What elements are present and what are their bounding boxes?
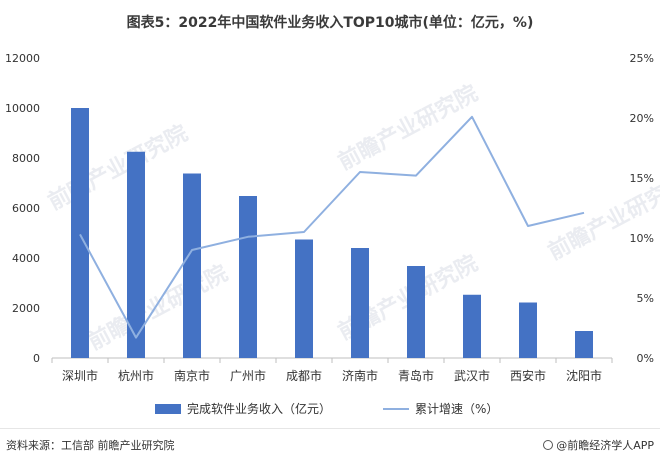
category-label: 济南市 [342,368,378,383]
legend-line-label: 累计增速（%） [415,402,498,416]
chart-canvas: 0 2000 4000 6000 8000 10000 12000 0% 5% 10% 15% 20%… [0,0,660,428]
category-label: 武汉市 [454,368,490,383]
category-label: 杭州市 [118,368,154,383]
right-axis-tick-label: 20% [630,112,654,125]
category-label: 成都市 [286,368,322,383]
category-label: 广州市 [230,368,266,383]
growth-line [80,117,584,338]
bar [351,248,369,358]
category-label: 西安市 [510,368,546,383]
left-axis-tick-label: 2000 [12,302,40,315]
bar [575,331,593,358]
bar [239,196,257,358]
bar [463,295,481,358]
left-axis-tick-label: 4000 [12,252,40,265]
category-label: 沈阳市 [566,368,602,383]
category-label: 南京市 [174,368,210,383]
category-label: 深圳市 [62,368,98,383]
category-label: 青岛市 [398,368,434,383]
source-note: 资料来源：工信部 前瞻产业研究院 [6,437,175,453]
legend-bar-swatch [155,404,181,414]
bar [183,174,201,359]
right-axis-tick-label: 10% [630,232,654,245]
bar [519,303,537,359]
legend-bar-label: 完成软件业务收入（亿元） [187,401,331,416]
bar [71,108,89,358]
brand-label: @前瞻经济学人APP [543,437,654,453]
left-axis-tick-label: 6000 [12,202,40,215]
bar [295,240,313,359]
brand-text: @前瞻经济学人APP [556,439,654,452]
right-axis-tick-label: 15% [630,172,654,185]
left-axis-tick-label: 8000 [12,152,40,165]
brand-icon [543,440,553,450]
left-axis-tick-label: 10000 [5,102,40,115]
left-axis-tick-label: 0 [33,352,40,365]
footer: 资料来源：工信部 前瞻产业研究院 @前瞻经济学人APP [0,428,660,461]
left-axis-tick-label: 12000 [5,52,40,65]
right-axis-tick-label: 25% [630,52,654,65]
right-axis-tick-label: 0% [637,352,654,365]
bar [407,266,425,358]
right-axis-tick-label: 5% [637,292,654,305]
